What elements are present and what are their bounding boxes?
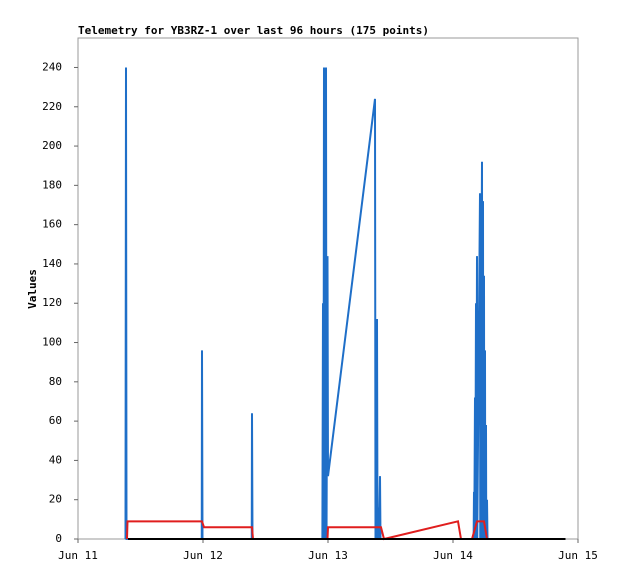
x-tick-label: Jun 13	[308, 549, 348, 562]
y-tick-label: 0	[55, 532, 62, 545]
y-tick-label: 60	[49, 414, 62, 427]
x-tick-label: Jun 14	[433, 549, 473, 562]
y-tick-label: 80	[49, 375, 62, 388]
y-tick-label: 100	[42, 336, 62, 349]
y-tick-label: 20	[49, 493, 62, 506]
series-line	[126, 520, 488, 541]
y-tick-label: 120	[42, 296, 62, 309]
x-tick-label: Jun 15	[558, 549, 598, 562]
y-tick-label: 40	[49, 453, 62, 466]
series-line	[124, 67, 489, 540]
y-axis-label: Values	[26, 269, 39, 309]
y-tick-label: 160	[42, 218, 62, 231]
x-tick-label: Jun 12	[183, 549, 223, 562]
chart-title: Telemetry for YB3RZ-1 over last 96 hours…	[78, 24, 429, 37]
y-tick-label: 140	[42, 257, 62, 270]
y-tick-label: 200	[42, 139, 62, 152]
x-tick-label: Jun 11	[58, 549, 98, 562]
y-tick-label: 220	[42, 100, 62, 113]
y-tick-label: 180	[42, 178, 62, 191]
y-tick-label: 240	[42, 60, 62, 73]
